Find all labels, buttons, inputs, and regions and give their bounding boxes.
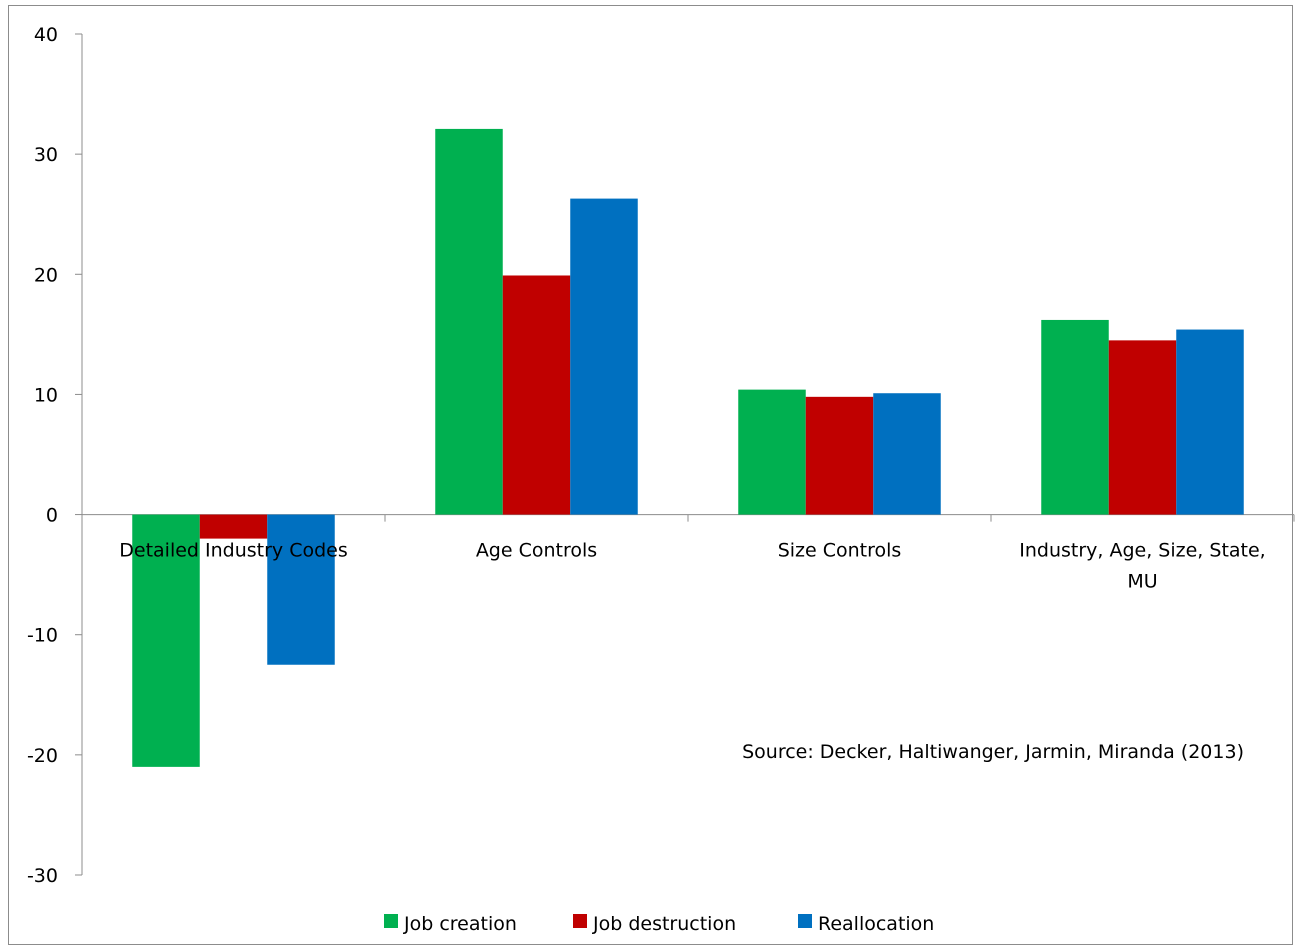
- legend: Job creation Job destruction Reallocation: [384, 913, 934, 935]
- legend-swatch: [384, 914, 398, 928]
- bar-job-destruction: [502, 275, 571, 515]
- bar-reallocation: [570, 198, 638, 515]
- bar-job-destruction: [199, 514, 268, 539]
- y-axis-ticks: 40 30 20 10 0 -10 -20 -30: [27, 24, 82, 887]
- bar-reallocation: [1176, 329, 1244, 515]
- y-tick-label: 0: [46, 505, 58, 527]
- legend-swatch: [798, 914, 812, 928]
- y-tick-label: 10: [34, 384, 58, 406]
- bar-reallocation: [873, 393, 941, 515]
- bar-reallocation: [267, 514, 335, 665]
- legend-swatch: [573, 914, 587, 928]
- bar-job-destruction: [1108, 340, 1177, 515]
- source-annotation: Source: Decker, Haltiwanger, Jarmin, Mir…: [742, 741, 1244, 763]
- y-tick-label: -30: [27, 865, 58, 887]
- category-labels: Detailed Industry Codes Age Controls Size …: [119, 540, 1265, 593]
- legend-label: Job destruction: [592, 913, 736, 935]
- legend-label: Reallocation: [818, 913, 934, 935]
- y-tick-label: 30: [34, 144, 58, 166]
- legend-label: Job creation: [403, 913, 517, 935]
- bar-job-creation: [738, 389, 806, 515]
- y-tick-label: 40: [34, 24, 58, 46]
- y-tick-label: -20: [27, 745, 58, 767]
- bar-job-creation: [132, 514, 200, 767]
- bars: [132, 128, 1244, 767]
- bar-job-creation: [435, 128, 503, 515]
- category-label: Detailed Industry Codes: [119, 540, 348, 562]
- bar-job-destruction: [805, 396, 874, 515]
- y-tick-label: 20: [34, 264, 58, 286]
- y-tick-label: -10: [27, 625, 58, 647]
- category-label: Age Controls: [476, 540, 597, 562]
- category-label: Size Controls: [778, 540, 902, 562]
- category-label: Industry, Age, Size, State, MU: [1019, 540, 1265, 593]
- bar-job-creation: [1041, 319, 1109, 515]
